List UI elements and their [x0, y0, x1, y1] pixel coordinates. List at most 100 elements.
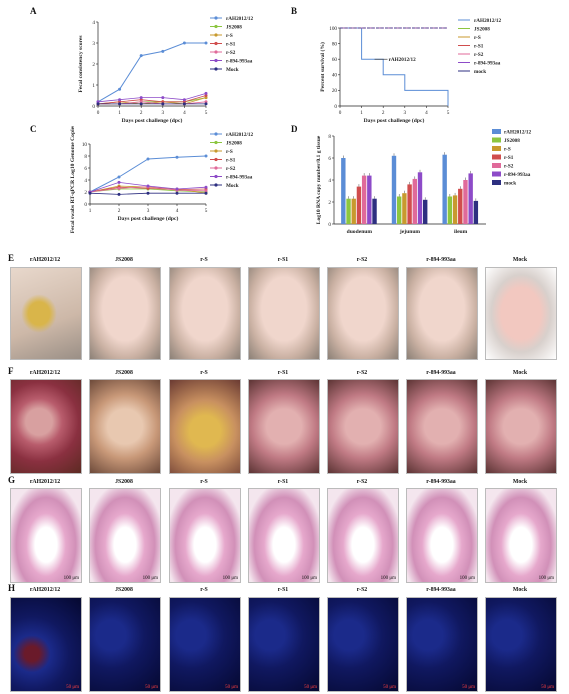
- intestine-image: [327, 379, 399, 474]
- y-tick-label: 40: [332, 73, 338, 79]
- scale-bar-label: 50 μm: [66, 685, 79, 690]
- data-point: [139, 54, 143, 58]
- piglet-image: [10, 267, 82, 360]
- group-label: r-S1: [277, 587, 289, 593]
- bar: [412, 178, 417, 224]
- legend-label: r-S: [226, 33, 233, 39]
- bar: [351, 198, 356, 224]
- legend-label: r-894-993aa: [504, 172, 531, 178]
- bar: [468, 173, 473, 224]
- legend-label: Mock: [226, 67, 239, 73]
- panel-label-g: G: [8, 475, 16, 485]
- x-tick-label: 4: [425, 110, 428, 116]
- chart-d-tissue-rna: 0 2 4 6 8 Log10 RNA copy number/0.1 g tissue d…: [316, 129, 531, 235]
- data-point: [88, 191, 92, 195]
- legend-label: JS2008: [226, 24, 242, 30]
- bar: [367, 175, 372, 224]
- legend-label: r-S: [504, 147, 511, 153]
- bar: [442, 154, 447, 224]
- data-point: [204, 100, 208, 104]
- y-tick-label: 60: [332, 57, 338, 63]
- fluorescence-image: 50 μm: [169, 597, 241, 692]
- legend-swatch: [492, 129, 501, 134]
- bar: [473, 200, 479, 224]
- data-point: [139, 98, 143, 102]
- legend-label: rAH2012/12: [504, 130, 531, 136]
- piglet-image: [406, 267, 478, 360]
- histology-image: 100 μm: [248, 488, 320, 583]
- data-point: [161, 100, 165, 104]
- annotation-label: rAH2012/12: [389, 57, 416, 63]
- scale-bar-label: 100 μm: [380, 576, 396, 581]
- legend-marker: [214, 58, 218, 63]
- group-label: JS2008: [115, 479, 133, 485]
- scale-bar-label: 100 μm: [301, 576, 317, 581]
- scale-bar-label: 100 μm: [538, 576, 554, 581]
- legend-swatch: [492, 146, 501, 151]
- data-point: [161, 96, 165, 100]
- legend-label: r-S2: [226, 166, 236, 172]
- bar: [356, 186, 362, 224]
- y-axis-label: Percent survival (%): [319, 42, 326, 92]
- category-label: duodenum: [347, 229, 373, 235]
- group-label: rAH2012/12: [29, 479, 61, 485]
- group-label: r-894-993aa: [426, 370, 456, 376]
- x-tick-label: 3: [147, 208, 150, 214]
- legend-marker: [214, 24, 218, 29]
- scale-bar-label: 100 μm: [63, 576, 79, 581]
- y-tick-label: 20: [332, 88, 338, 94]
- x-tick-label: 0: [339, 110, 342, 116]
- fluorescence-image: 50 μm: [327, 597, 399, 692]
- group-label: Mock: [512, 257, 528, 263]
- legend-label: JS2008: [226, 140, 242, 146]
- y-tick-label: 8: [328, 134, 331, 140]
- data-point: [204, 189, 208, 193]
- panel-label-c: C: [30, 124, 37, 134]
- data-point: [204, 102, 208, 106]
- fluorescence-image: 50 μm: [89, 597, 161, 692]
- data-point: [204, 94, 208, 97]
- legend-label: Mock: [226, 183, 239, 189]
- x-tick-label: 0: [97, 110, 100, 116]
- bar: [402, 193, 407, 224]
- group-label: r-S: [200, 479, 208, 485]
- y-tick-label: 3: [92, 41, 95, 47]
- fluorescence-image: 50 μm: [248, 597, 320, 692]
- x-tick-label: 5: [205, 208, 208, 214]
- group-label: JS2008: [115, 257, 133, 263]
- intestine-image: [169, 379, 241, 474]
- x-tick-label: 1: [360, 110, 363, 116]
- data-point: [96, 100, 100, 104]
- histology-image: 100 μm: [169, 488, 241, 583]
- group-label: rAH2012/12: [29, 370, 61, 376]
- legend-label: r-S: [474, 35, 481, 41]
- y-axis-label: Log10 RNA copy number/0.1 g tissue: [316, 135, 322, 224]
- series-line: [97, 93, 207, 103]
- intestine-image: [485, 379, 557, 474]
- data-point: [117, 186, 121, 190]
- data-point: [204, 91, 208, 95]
- legend-swatch: [492, 137, 501, 143]
- data-point: [146, 191, 150, 195]
- data-point: [204, 185, 208, 189]
- intestine-image: [406, 379, 478, 474]
- legend-marker: [214, 41, 218, 46]
- legend-label: JS2008: [504, 138, 520, 144]
- piglet-image: [169, 267, 241, 360]
- legend-marker: [214, 140, 218, 145]
- series-line: [340, 27, 449, 106]
- histology-image: 100 μm: [406, 488, 478, 583]
- legend-marker: [214, 33, 218, 37]
- fluorescence-image: 50 μm: [485, 597, 557, 692]
- y-tick-label: 8: [84, 154, 87, 160]
- data-point: [118, 102, 122, 106]
- group-label: r-S2: [356, 587, 368, 593]
- legend-marker: [214, 132, 218, 136]
- data-point: [182, 102, 186, 106]
- fluorescence-image: 50 μm: [10, 597, 82, 692]
- bar: [458, 188, 463, 224]
- x-tick-label: 3: [404, 110, 407, 116]
- legend-label: mock: [474, 69, 486, 75]
- x-tick-label: 1: [89, 208, 92, 214]
- x-tick-label: 1: [118, 110, 121, 116]
